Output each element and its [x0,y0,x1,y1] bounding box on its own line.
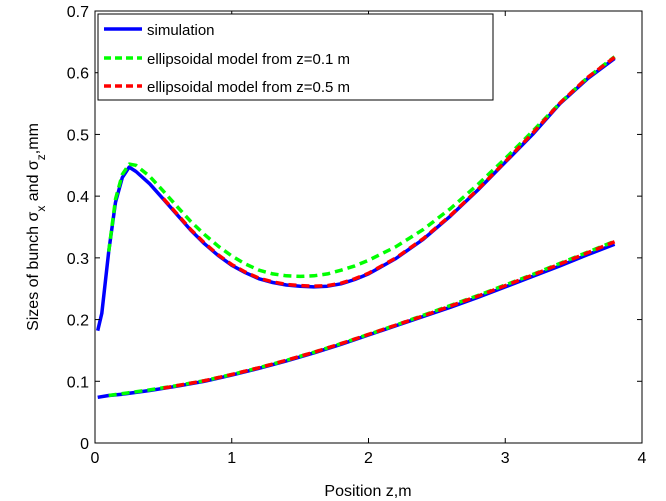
legend-label-model-z01: ellipsoidal model from z=0.1 m [147,51,350,68]
y-axis-label-sub-x: x [34,206,48,212]
x-tick-label: 3 [501,450,510,467]
x-axis-label: Position z,m [324,483,411,500]
series-line-1-curve-0 [106,55,616,279]
y-axis-label-suffix: ,mm [25,123,42,154]
legend-label-model-z05: ellipsoidal model from z=0.5 m [147,79,350,96]
y-tick-label: 0.4 [67,189,89,206]
y-tick-label: 0.3 [67,251,89,268]
axes-layer: 0 1 2 3 4 0 0.1 0.2 0.3 0.4 0.5 0.6 0.7 [67,4,647,467]
x-tick-label: 1 [227,450,236,467]
y-tick-label: 0.2 [67,313,89,330]
y-tick-label: 0.5 [67,127,89,144]
y-axis-label-sub-z: z [34,154,48,160]
y-axis-label: Sizes of bunch σx and σz,mm [25,123,48,331]
series-line-0-curve-0 [95,57,616,332]
series-layer [95,55,616,400]
x-tick-label: 2 [364,450,373,467]
series-line-2-curve-0 [162,55,616,288]
y-tick-label: 0.1 [67,374,89,391]
x-tick-label: 0 [91,450,100,467]
legend: simulation ellipsoidal model from z=0.1 … [97,13,494,101]
legend-label-simulation: simulation [147,22,215,39]
y-axis-label-prefix: Sizes of bunch σ [25,212,42,331]
y-tick-label: 0.7 [67,4,89,21]
legend-box [97,13,494,101]
x-tick-label: 4 [638,450,647,467]
y-tick-label: 0 [80,436,89,453]
series-line-2-curve-1 [163,240,616,390]
y-axis-label-mid: and σ [25,160,42,206]
y-tick-label: 0.6 [67,66,89,83]
